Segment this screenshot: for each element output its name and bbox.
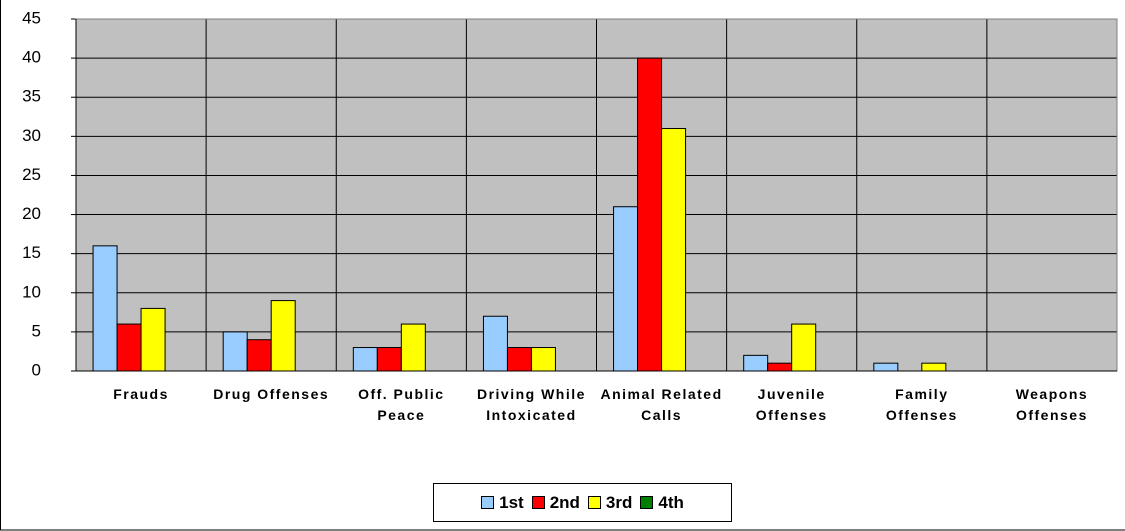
legend-swatch: [531, 496, 545, 509]
bar: [613, 206, 639, 372]
legend-swatch: [587, 496, 601, 509]
legend-label: 3rd: [605, 492, 633, 512]
x-tick-label: Family Offenses: [885, 386, 958, 423]
x-tick-label: Animal Related Calls: [600, 386, 723, 423]
x-tick-label: Juvenile Offenses: [755, 386, 828, 423]
legend-item: 2nd: [531, 492, 580, 513]
legend-item: 1st: [481, 493, 524, 513]
x-tick-label: Frauds: [113, 386, 169, 402]
bar: [743, 354, 769, 372]
bar: [791, 323, 817, 372]
legend-swatch: [481, 496, 495, 509]
y-tick-label: 5: [32, 321, 41, 340]
bar: [873, 362, 899, 372]
bar: [352, 347, 378, 372]
y-tick-label: 30: [22, 126, 41, 145]
y-tick-label: 35: [22, 87, 41, 106]
bar: [246, 339, 272, 372]
legend-swatch: [640, 496, 654, 509]
bar: [921, 362, 947, 372]
x-tick-label: Off. Public Peace: [358, 386, 445, 423]
bar: [92, 245, 118, 372]
legend-item: 3rd: [587, 492, 633, 513]
y-tick-label: 15: [22, 243, 41, 262]
bar: [482, 315, 508, 372]
y-tick-label: 0: [32, 360, 41, 379]
y-tick-label: 40: [22, 48, 41, 67]
bar: [270, 300, 296, 372]
y-tick-label: 10: [22, 282, 41, 301]
y-tick-label: 20: [22, 204, 41, 223]
legend-label: 2nd: [549, 492, 580, 512]
bar: [376, 347, 402, 372]
legend-label: 1st: [499, 492, 524, 512]
bar: [530, 347, 556, 372]
y-tick-label: 45: [22, 8, 41, 27]
bar: [400, 323, 426, 372]
legend-label: 4th: [658, 492, 684, 512]
x-tick-label: Drug Offenses: [213, 386, 330, 402]
y-tick-label: 25: [22, 165, 41, 184]
bar: [661, 128, 687, 372]
bar: [140, 307, 166, 372]
bar: [222, 331, 248, 372]
x-tick-label: Weapons Offenses: [1015, 386, 1089, 423]
legend-item: 4th: [640, 493, 684, 513]
bar: [767, 362, 793, 372]
legend: 1st 2nd 3rd 4th: [433, 483, 732, 522]
bar: [506, 347, 532, 372]
bar: [116, 323, 142, 372]
bar: [637, 57, 663, 372]
x-tick-label: Driving While Intoxicated: [476, 386, 586, 423]
